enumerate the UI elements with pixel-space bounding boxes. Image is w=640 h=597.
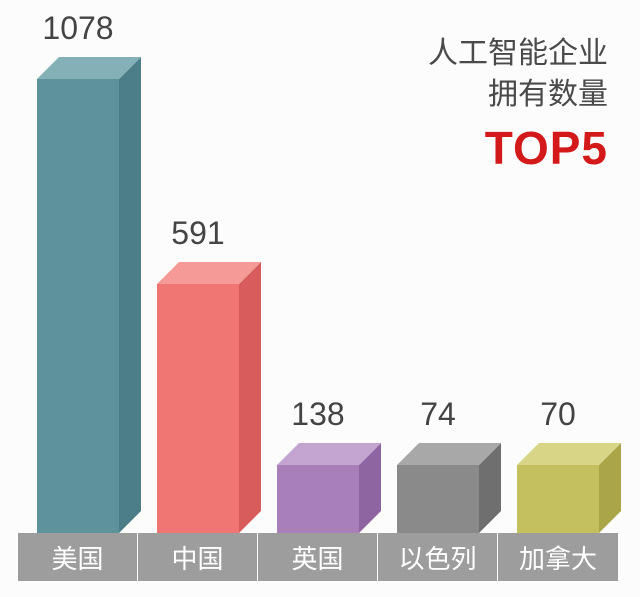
x-axis-label: 英国 [258,533,378,581]
bar-value-label: 1078 [42,10,113,47]
bar-slot: 591 [138,215,258,533]
bars-area: 1078 591 138 74 70 [18,3,622,533]
bar-slot: 1078 [18,10,138,533]
bar-front-face [517,465,599,533]
bar-front-face [37,79,119,533]
bar-value-label: 591 [171,215,224,252]
bar [517,443,599,533]
bar-side-face [119,57,141,533]
bar-value-label: 74 [420,396,456,433]
bar-side-face [239,262,261,533]
bar-value-label: 70 [540,396,576,433]
x-axis-label: 加拿大 [498,533,618,581]
bar-front-face [277,465,359,533]
x-axis-label: 以色列 [378,533,498,581]
bar [157,262,239,533]
bar-slot: 74 [378,396,498,533]
bar-front-face [157,284,239,533]
bar-chart: 1078 591 138 74 70 美国中国英国以色列加拿大 [18,3,622,581]
bar-front-face [397,465,479,533]
bar [37,57,119,533]
bar [397,443,479,533]
bar-slot: 138 [258,396,378,533]
bar-slot: 70 [498,396,618,533]
bar [277,443,359,533]
x-axis-label: 中国 [138,533,258,581]
x-axis-label: 美国 [18,533,138,581]
x-axis: 美国中国英国以色列加拿大 [18,533,622,581]
bar-value-label: 138 [291,396,344,433]
